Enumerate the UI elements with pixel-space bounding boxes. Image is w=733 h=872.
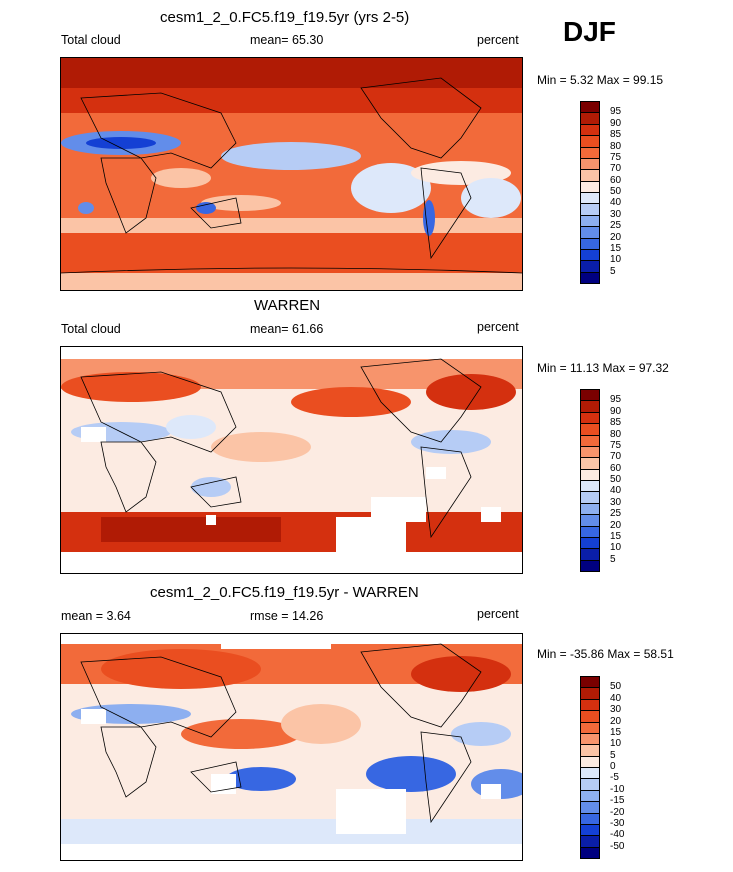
colorbar: 95 90 85 80 75 70 60 50 40 30 25 20 15 10 5 — [580, 389, 621, 572]
colorbar-tick-label: 30 — [610, 496, 622, 508]
colorbar-tick-label: 75 — [610, 439, 622, 451]
map-panel-obs — [60, 346, 523, 574]
panel-title: cesm1_2_0.FC5.f19_f19.5yr - WARREN — [150, 584, 419, 601]
colorbar-tick-label: 15 — [610, 242, 622, 254]
colorbar-tick-label: 0 — [610, 761, 616, 772]
map-model-svg — [61, 58, 522, 290]
colorbar-tick-label: 25 — [610, 220, 622, 232]
colorbar-tick-label: -10 — [610, 783, 625, 795]
colorbar-swatch — [580, 271, 600, 284]
colorbar-tick-label: -40 — [610, 829, 625, 841]
rmse-label: rmse = 14.26 — [250, 609, 324, 623]
colorbar-tick-label: 60 — [610, 174, 622, 186]
colorbar-tick-label: 90 — [610, 405, 622, 417]
variable-label: Total cloud — [61, 33, 121, 47]
minmax-label: Min = 11.13 Max = 97.32 — [537, 361, 669, 375]
panel-title: cesm1_2_0.FC5.f19_f19.5yr (yrs 2-5) — [160, 9, 410, 26]
units-label: percent — [477, 320, 519, 334]
colorbar-tick-label: 20 — [610, 231, 622, 243]
colorbar-tick-label: -5 — [610, 772, 619, 784]
colorbar-tick-label: 40 — [610, 197, 622, 209]
mean-label: mean= 61.66 — [250, 322, 324, 336]
colorbar-tick-label: 50 — [610, 474, 622, 485]
colorbar-tick-label: 40 — [610, 692, 622, 704]
colorbar: 95 90 85 80 75 70 60 50 40 30 25 20 15 10 5 — [580, 101, 621, 284]
map-diff-svg — [61, 634, 522, 860]
colorbar-tick-label: -50 — [610, 840, 625, 852]
map-obs-svg — [61, 347, 522, 573]
units-label: percent — [477, 607, 519, 621]
colorbar-tick-label: 85 — [610, 417, 622, 429]
colorbar-tick-label: -20 — [610, 806, 625, 818]
colorbar-tick-label: 5 — [610, 553, 616, 565]
units-label: percent — [477, 33, 519, 47]
colorbar-tick-label: 30 — [610, 208, 622, 220]
colorbar-tick-label: 50 — [610, 186, 622, 197]
colorbar-tick-label: -30 — [610, 817, 625, 829]
panel-title: WARREN — [254, 297, 321, 314]
colorbar-tick-label: 10 — [610, 542, 622, 554]
colorbar-tick-label: 30 — [610, 704, 622, 716]
colorbar-tick-label: 95 — [610, 106, 622, 118]
colorbar-tick-label: 40 — [610, 485, 622, 497]
variable-label: Total cloud — [61, 322, 121, 336]
colorbar-tick-label: 20 — [610, 715, 622, 727]
colorbar-swatch — [580, 846, 600, 859]
minmax-label: Min = -35.86 Max = 58.51 — [537, 647, 674, 661]
colorbar-tick-label: 85 — [610, 129, 622, 141]
mean-label: mean= 65.30 — [250, 33, 324, 47]
colorbar-tick-label: 70 — [610, 451, 622, 463]
colorbar-tick-label: 60 — [610, 462, 622, 474]
map-panel-diff — [60, 633, 523, 861]
mean-label: mean = 3.64 — [61, 609, 131, 623]
map-panel-model — [60, 57, 523, 291]
colorbar-tick-label: 5 — [610, 265, 616, 277]
colorbar-tick-label: -15 — [610, 795, 625, 807]
colorbar: 50 40 30 20 15 10 5 0 -5 -10 -15 -20 -30 -40 -50 — [580, 676, 624, 859]
colorbar-tick-label: 10 — [610, 738, 622, 750]
colorbar-tick-label: 80 — [610, 140, 622, 152]
colorbar-tick-label: 20 — [610, 519, 622, 531]
colorbar-tick-label: 25 — [610, 508, 622, 520]
minmax-label: Min = 5.32 Max = 99.15 — [537, 73, 664, 87]
colorbar-tick-label: 80 — [610, 428, 622, 440]
colorbar-tick-label: 50 — [610, 681, 622, 693]
colorbar-swatch — [580, 559, 600, 572]
colorbar-tick-label: 70 — [610, 163, 622, 175]
season-label: DJF — [563, 16, 616, 47]
colorbar-tick-label: 15 — [610, 530, 622, 542]
colorbar-tick-label: 10 — [610, 254, 622, 266]
colorbar-tick-label: 90 — [610, 117, 622, 129]
colorbar-tick-label: 95 — [610, 394, 622, 406]
colorbar-tick-label: 5 — [610, 749, 616, 761]
colorbar-tick-label: 75 — [610, 151, 622, 163]
colorbar-tick-label: 15 — [610, 726, 622, 738]
